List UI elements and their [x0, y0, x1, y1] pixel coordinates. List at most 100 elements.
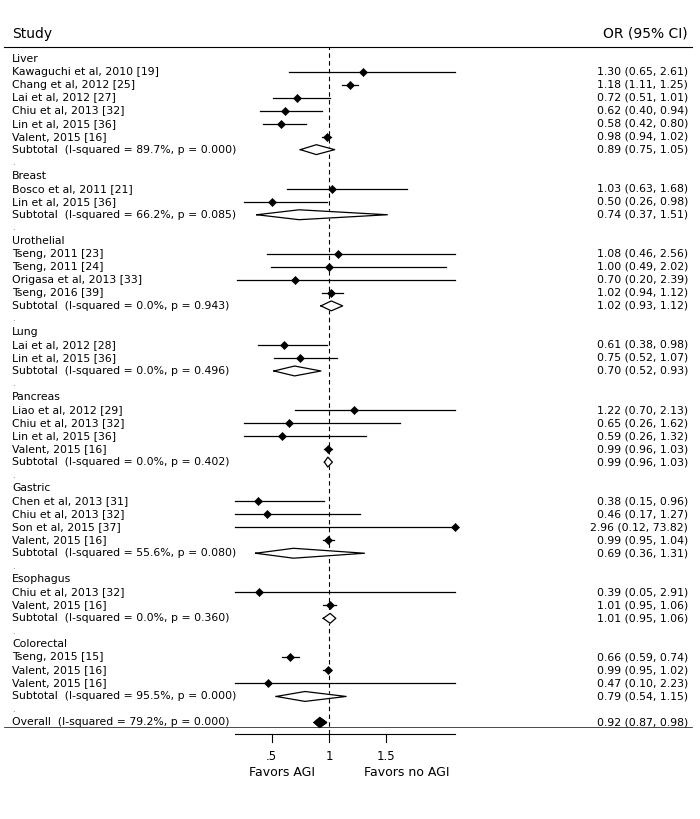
Text: Lai et al, 2012 [28]: Lai et al, 2012 [28]	[12, 340, 116, 350]
Text: .: .	[12, 314, 15, 324]
Text: Son et al, 2015 [37]: Son et al, 2015 [37]	[12, 523, 120, 532]
Text: .: .	[12, 471, 15, 480]
Text: 1: 1	[326, 750, 332, 763]
Text: Valent, 2015 [16]: Valent, 2015 [16]	[12, 444, 106, 454]
Text: 0.99 (0.96, 1.03): 0.99 (0.96, 1.03)	[596, 444, 688, 454]
Text: 1.02 (0.94, 1.12): 1.02 (0.94, 1.12)	[597, 287, 688, 298]
Text: Liao et al, 2012 [29]: Liao et al, 2012 [29]	[12, 405, 122, 415]
Text: Subtotal  (I-squared = 55.6%, p = 0.080): Subtotal (I-squared = 55.6%, p = 0.080)	[12, 548, 237, 559]
Text: 0.75 (0.52, 1.07): 0.75 (0.52, 1.07)	[596, 353, 688, 363]
Text: Lin et al, 2015 [36]: Lin et al, 2015 [36]	[12, 431, 116, 441]
Text: Subtotal  (I-squared = 66.2%, p = 0.085): Subtotal (I-squared = 66.2%, p = 0.085)	[12, 210, 236, 219]
Text: 0.98 (0.94, 1.02): 0.98 (0.94, 1.02)	[596, 132, 688, 142]
Text: .: .	[12, 379, 15, 388]
Text: 0.59 (0.26, 1.32): 0.59 (0.26, 1.32)	[597, 431, 688, 441]
Text: Colorectal: Colorectal	[12, 640, 67, 649]
Text: Origasa et al, 2013 [33]: Origasa et al, 2013 [33]	[12, 275, 142, 285]
Text: 0.47 (0.10, 2.23): 0.47 (0.10, 2.23)	[596, 678, 688, 689]
Text: Valent, 2015 [16]: Valent, 2015 [16]	[12, 536, 106, 545]
Text: Subtotal  (I-squared = 0.0%, p = 0.402): Subtotal (I-squared = 0.0%, p = 0.402)	[12, 457, 230, 467]
Text: 0.99 (0.95, 1.04): 0.99 (0.95, 1.04)	[596, 536, 688, 545]
Text: Breast: Breast	[12, 170, 47, 181]
Text: Lung: Lung	[12, 327, 38, 337]
Text: .5: .5	[266, 750, 277, 763]
Text: Subtotal  (I-squared = 95.5%, p = 0.000): Subtotal (I-squared = 95.5%, p = 0.000)	[12, 691, 237, 701]
Text: 0.62 (0.40, 0.94): 0.62 (0.40, 0.94)	[596, 106, 688, 115]
Text: Lai et al, 2012 [27]: Lai et al, 2012 [27]	[12, 93, 116, 102]
Text: Study: Study	[12, 27, 52, 41]
Polygon shape	[274, 366, 321, 376]
Text: Valent, 2015 [16]: Valent, 2015 [16]	[12, 600, 106, 610]
Text: Urothelial: Urothelial	[12, 236, 64, 246]
Text: 1.5: 1.5	[377, 750, 395, 763]
Text: Chen et al, 2013 [31]: Chen et al, 2013 [31]	[12, 496, 128, 506]
Text: .: .	[12, 158, 15, 167]
Text: 0.89 (0.75, 1.05): 0.89 (0.75, 1.05)	[596, 145, 688, 155]
Text: Tseng, 2011 [24]: Tseng, 2011 [24]	[12, 262, 104, 272]
Text: 0.50 (0.26, 0.98): 0.50 (0.26, 0.98)	[596, 197, 688, 206]
Polygon shape	[300, 145, 335, 155]
Text: Subtotal  (I-squared = 0.0%, p = 0.360): Subtotal (I-squared = 0.0%, p = 0.360)	[12, 613, 230, 623]
Polygon shape	[257, 210, 387, 219]
Text: 2.96 (0.12, 73.82): 2.96 (0.12, 73.82)	[590, 523, 688, 532]
Text: 0.70 (0.20, 2.39): 0.70 (0.20, 2.39)	[596, 275, 688, 285]
Text: .: .	[12, 627, 15, 636]
Text: Esophagus: Esophagus	[12, 574, 71, 584]
Text: 1.18 (1.11, 1.25): 1.18 (1.11, 1.25)	[597, 79, 688, 89]
Text: .: .	[12, 562, 15, 571]
Text: .: .	[12, 705, 15, 714]
Text: Chiu et al, 2013 [32]: Chiu et al, 2013 [32]	[12, 418, 125, 428]
Text: Kawaguchi et al, 2010 [19]: Kawaguchi et al, 2010 [19]	[12, 66, 159, 76]
Text: Subtotal  (I-squared = 0.0%, p = 0.943): Subtotal (I-squared = 0.0%, p = 0.943)	[12, 301, 230, 311]
Text: 0.72 (0.51, 1.01): 0.72 (0.51, 1.01)	[596, 93, 688, 102]
Text: Chiu et al, 2013 [32]: Chiu et al, 2013 [32]	[12, 587, 125, 597]
Text: Tseng, 2016 [39]: Tseng, 2016 [39]	[12, 287, 104, 298]
Polygon shape	[324, 457, 332, 467]
Text: .: .	[12, 224, 15, 233]
Text: Favors AGI: Favors AGI	[249, 766, 315, 779]
Text: 0.58 (0.42, 0.80): 0.58 (0.42, 0.80)	[596, 119, 688, 129]
Polygon shape	[321, 301, 343, 311]
Text: 0.79 (0.54, 1.15): 0.79 (0.54, 1.15)	[597, 691, 688, 701]
Polygon shape	[276, 691, 346, 701]
Text: Lin et al, 2015 [36]: Lin et al, 2015 [36]	[12, 119, 116, 129]
Text: Chiu et al, 2013 [32]: Chiu et al, 2013 [32]	[12, 509, 125, 519]
Text: 1.08 (0.46, 2.56): 1.08 (0.46, 2.56)	[597, 249, 688, 259]
Text: 0.39 (0.05, 2.91): 0.39 (0.05, 2.91)	[596, 587, 688, 597]
Text: 0.99 (0.95, 1.02): 0.99 (0.95, 1.02)	[596, 665, 688, 676]
Text: 0.99 (0.96, 1.03): 0.99 (0.96, 1.03)	[596, 457, 688, 467]
Text: 1.03 (0.63, 1.68): 1.03 (0.63, 1.68)	[597, 183, 688, 194]
Text: Chang et al, 2012 [25]: Chang et al, 2012 [25]	[12, 79, 135, 89]
Text: Bosco et al, 2011 [21]: Bosco et al, 2011 [21]	[12, 183, 133, 194]
Text: 1.02 (0.93, 1.12): 1.02 (0.93, 1.12)	[597, 301, 688, 311]
Text: Subtotal  (I-squared = 0.0%, p = 0.496): Subtotal (I-squared = 0.0%, p = 0.496)	[12, 366, 230, 376]
Text: 0.92 (0.87, 0.98): 0.92 (0.87, 0.98)	[596, 717, 688, 727]
Text: Gastric: Gastric	[12, 483, 50, 493]
Text: Tseng, 2011 [23]: Tseng, 2011 [23]	[12, 249, 104, 259]
Text: Subtotal  (I-squared = 89.7%, p = 0.000): Subtotal (I-squared = 89.7%, p = 0.000)	[12, 145, 237, 155]
Text: Pancreas: Pancreas	[12, 392, 61, 402]
Text: 0.70 (0.52, 0.93): 0.70 (0.52, 0.93)	[596, 366, 688, 376]
Text: 0.69 (0.36, 1.31): 0.69 (0.36, 1.31)	[597, 548, 688, 559]
Text: 1.22 (0.70, 2.13): 1.22 (0.70, 2.13)	[597, 405, 688, 415]
Text: Favors no AGI: Favors no AGI	[364, 766, 449, 779]
Text: 0.74 (0.37, 1.51): 0.74 (0.37, 1.51)	[597, 210, 688, 219]
Text: 0.66 (0.59, 0.74): 0.66 (0.59, 0.74)	[596, 653, 688, 663]
Text: 0.46 (0.17, 1.27): 0.46 (0.17, 1.27)	[597, 509, 688, 519]
Text: 0.61 (0.38, 0.98): 0.61 (0.38, 0.98)	[596, 340, 688, 350]
Text: Lin et al, 2015 [36]: Lin et al, 2015 [36]	[12, 197, 116, 206]
Text: 1.00 (0.49, 2.02): 1.00 (0.49, 2.02)	[596, 262, 688, 272]
Text: Valent, 2015 [16]: Valent, 2015 [16]	[12, 665, 106, 676]
Text: 0.38 (0.15, 0.96): 0.38 (0.15, 0.96)	[596, 496, 688, 506]
Polygon shape	[256, 548, 365, 559]
Text: Valent, 2015 [16]: Valent, 2015 [16]	[12, 678, 106, 689]
Polygon shape	[323, 613, 336, 623]
Text: Overall  (I-squared = 79.2%, p = 0.000): Overall (I-squared = 79.2%, p = 0.000)	[12, 717, 230, 727]
Text: 0.65 (0.26, 1.62): 0.65 (0.26, 1.62)	[597, 418, 688, 428]
Text: 1.30 (0.65, 2.61): 1.30 (0.65, 2.61)	[597, 66, 688, 76]
Text: Liver: Liver	[12, 53, 38, 64]
Text: Chiu et al, 2013 [32]: Chiu et al, 2013 [32]	[12, 106, 125, 115]
Text: Tseng, 2015 [15]: Tseng, 2015 [15]	[12, 653, 104, 663]
Text: Lin et al, 2015 [36]: Lin et al, 2015 [36]	[12, 353, 116, 363]
Text: 1.01 (0.95, 1.06): 1.01 (0.95, 1.06)	[596, 613, 688, 623]
